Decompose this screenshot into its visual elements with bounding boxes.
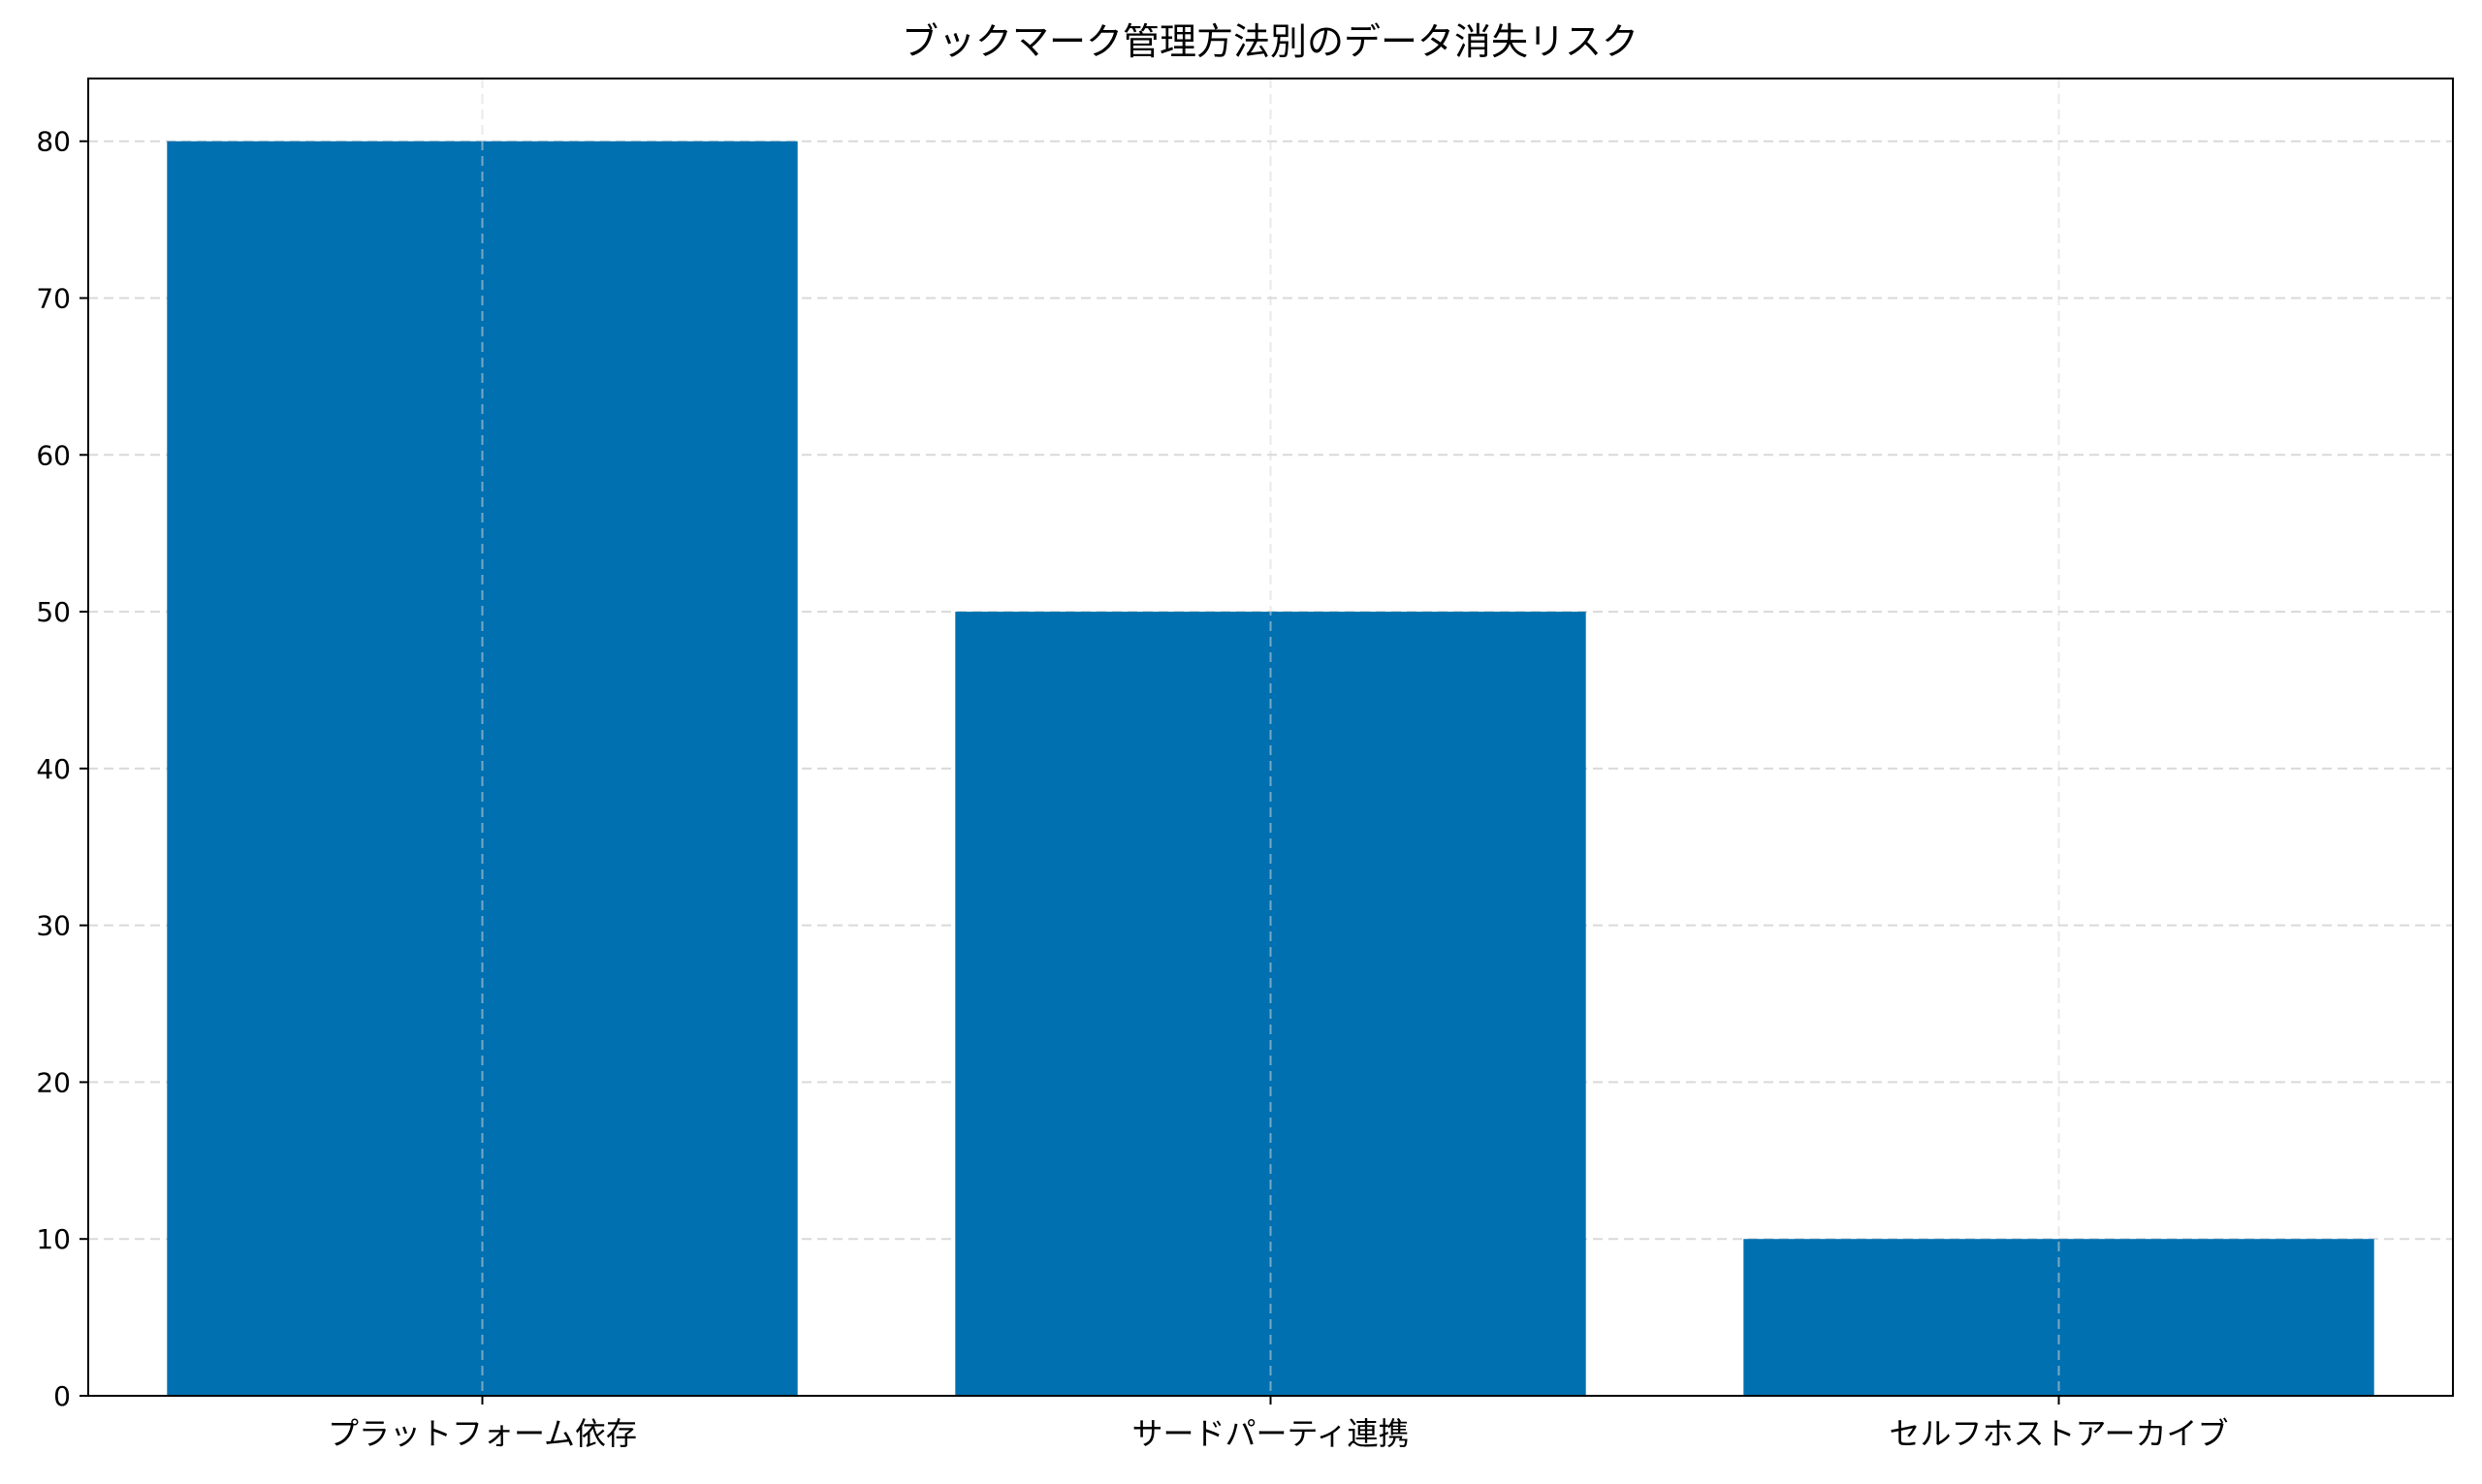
y-tick-label-1: 10 bbox=[36, 1223, 71, 1255]
chart-title: ブックマーク管理方法別のデータ消失リスク bbox=[902, 20, 1639, 63]
y-tick-label-2: 20 bbox=[36, 1066, 71, 1098]
x-tick-label-0: プラットフォーム依存 bbox=[328, 1415, 637, 1452]
y-tick-label-4: 40 bbox=[36, 753, 71, 785]
y-tick-label-8: 80 bbox=[36, 126, 71, 158]
y-tick-label-0: 0 bbox=[53, 1380, 71, 1412]
y-tick-label-5: 50 bbox=[36, 596, 71, 628]
vertical-grid-layer bbox=[481, 79, 2060, 1396]
y-tick-label-6: 60 bbox=[36, 439, 71, 471]
x-tick-label-1: サードパーティ連携 bbox=[1131, 1415, 1409, 1452]
y-tick-label-3: 30 bbox=[36, 910, 71, 942]
ticks-layer: 0 10 20 30 40 50 60 70 80 プラットフォーム依存 サードパーティ連携 セルフホ… bbox=[36, 126, 2228, 1452]
x-tick-label-2: セルフホストアーカイブ bbox=[1889, 1415, 2228, 1452]
y-tick-label-7: 70 bbox=[36, 283, 71, 315]
